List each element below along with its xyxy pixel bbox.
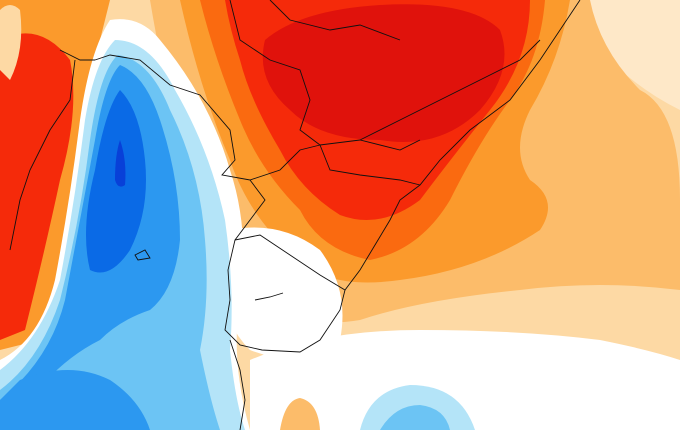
very-pale-top-right <box>580 0 680 110</box>
lower-blue-patch <box>0 370 150 430</box>
country-borders <box>9 0 581 430</box>
navy-core <box>115 140 126 187</box>
sea-orange-blob <box>280 398 320 430</box>
sea-sky-blue-blob <box>380 405 450 430</box>
dark-red-core <box>262 4 505 142</box>
left-pale-strip <box>0 5 22 80</box>
left-red-band <box>0 33 74 340</box>
bottom-white-band <box>250 330 680 430</box>
uruguay-white <box>224 227 343 358</box>
